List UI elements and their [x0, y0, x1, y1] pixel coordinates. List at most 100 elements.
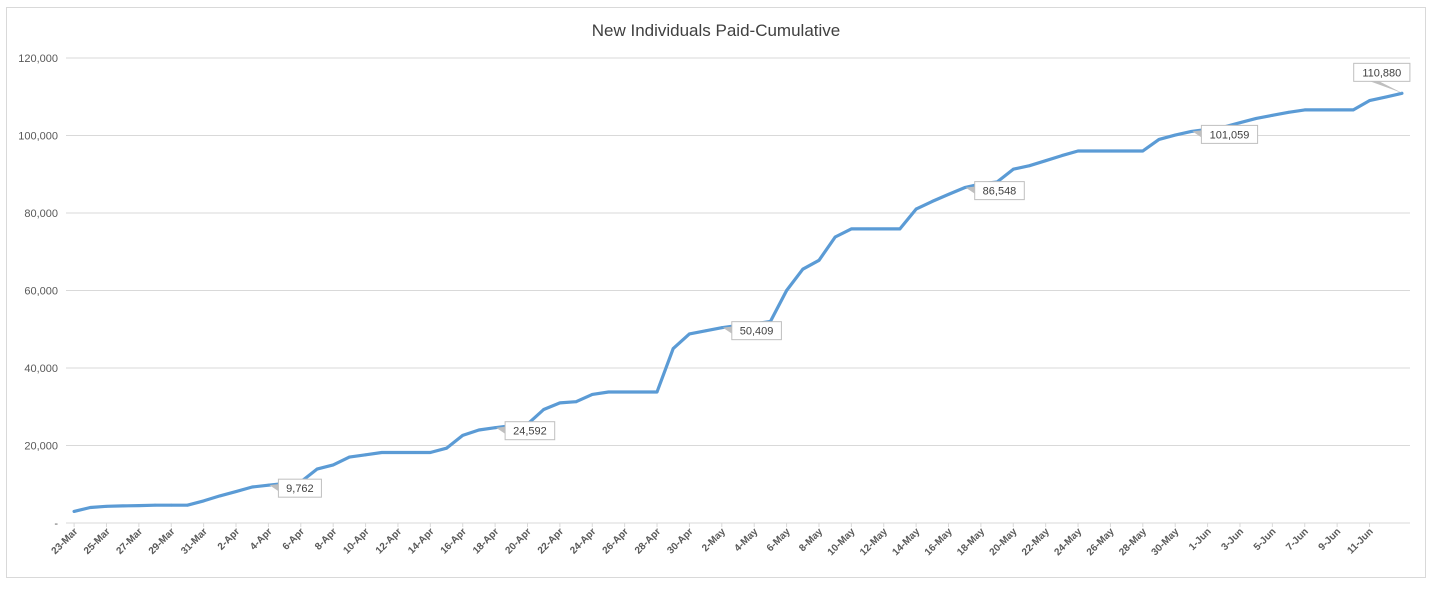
- x-tick-label: 4-Apr: [248, 526, 274, 552]
- x-tick-label: 24-Apr: [568, 526, 598, 556]
- data-point: [930, 199, 934, 203]
- data-labels: 9,762 24,592 50,409 86,548 101,059 110,880: [269, 62, 1411, 498]
- data-point: [947, 193, 950, 196]
- data-point: [1335, 108, 1339, 112]
- x-tick-label: 16-May: [923, 526, 955, 558]
- data-point: [88, 506, 92, 509]
- data-point: [1109, 149, 1112, 153]
- data-label-pointer: [269, 484, 279, 492]
- x-tick-label: 18-Apr: [471, 526, 501, 556]
- data-point: [445, 446, 448, 450]
- x-tick-label: 18-May: [955, 526, 987, 558]
- data-label-pointer: [1192, 130, 1202, 138]
- data-label-box: [277, 478, 322, 498]
- x-tick-label: 20-Apr: [503, 526, 533, 556]
- data-label: 110,880: [1353, 62, 1411, 94]
- x-tick-label: 28-May: [1117, 526, 1149, 558]
- data-point: [1044, 159, 1048, 163]
- x-tick-label: 26-Apr: [601, 526, 631, 556]
- data-label-box: [1353, 62, 1411, 82]
- data-point: [477, 428, 481, 432]
- x-tick-label: 12-May: [858, 526, 890, 558]
- data-point: [655, 390, 659, 394]
- data-point: [1254, 117, 1258, 120]
- data-point: [121, 504, 125, 508]
- x-tick-label: 31-Mar: [179, 526, 210, 557]
- y-tick-label: 120,000: [18, 53, 58, 65]
- data-point: [218, 494, 222, 498]
- data-point: [1189, 129, 1193, 133]
- data-point: [671, 347, 675, 351]
- data-point: [607, 390, 610, 394]
- y-tick-label: -: [54, 518, 58, 530]
- data-point: [1351, 108, 1355, 112]
- x-tick-label: 10-May: [826, 526, 858, 558]
- x-tick-label: 23-Mar: [50, 526, 81, 557]
- data-point: [315, 467, 319, 471]
- chart-title: New Individuals Paid-Cumulative: [592, 21, 841, 40]
- chart-frame: [6, 7, 1426, 578]
- x-tick-label: 4-May: [732, 526, 760, 554]
- data-point: [1125, 149, 1129, 153]
- data-point: [849, 227, 853, 231]
- data-point: [1270, 113, 1274, 117]
- y-axis-ticks: - 20,000 40,000 60,000 80,000 100,000 120,000: [18, 53, 58, 530]
- data-label-pointer: [722, 326, 732, 334]
- x-tick-label: 1-Jun: [1187, 526, 1214, 553]
- series-layer: [72, 91, 1404, 513]
- data-point: [801, 267, 805, 271]
- data-point: [558, 401, 562, 405]
- y-tick-label: 40,000: [24, 363, 58, 375]
- data-point: [428, 451, 432, 454]
- x-tick-label: 2-May: [700, 526, 728, 554]
- x-tick-label: 5-Jun: [1252, 526, 1279, 553]
- data-label-pointer: [965, 186, 975, 194]
- data-point: [331, 463, 335, 467]
- x-tick-label: 22-Apr: [536, 526, 566, 556]
- data-point: [153, 503, 157, 507]
- x-tick-label: 14-May: [890, 526, 922, 558]
- x-tick-label: 8-Apr: [313, 526, 339, 552]
- data-label-text: 50,409: [740, 326, 774, 338]
- data-point: [137, 504, 141, 507]
- data-label-text: 101,059: [1210, 129, 1250, 141]
- data-point: [1173, 133, 1177, 137]
- data-label: 101,059: [1192, 124, 1259, 144]
- x-tick-label: 28-Apr: [633, 526, 663, 556]
- x-tick-label: 11-Jun: [1345, 526, 1375, 556]
- data-label: 24,592: [496, 421, 556, 441]
- x-tick-label: 30-Apr: [665, 526, 695, 556]
- data-point: [704, 329, 708, 333]
- data-point: [493, 426, 497, 430]
- x-tick-label: 20-May: [988, 526, 1020, 558]
- data-point: [817, 258, 821, 262]
- data-label-box: [974, 181, 1025, 201]
- data-point: [688, 332, 691, 336]
- data-point: [720, 326, 724, 330]
- y-tick-label: 80,000: [24, 208, 58, 220]
- x-tick-label: 16-Apr: [439, 526, 469, 556]
- data-point: [1141, 149, 1145, 153]
- data-point: [1303, 108, 1307, 112]
- data-label-box: [1200, 124, 1259, 144]
- data-point: [1287, 110, 1290, 114]
- data-point: [833, 235, 837, 239]
- x-axis-ticks: 23-Mar 25-Mar 27-Mar 29-Mar 31-Mar 2-Apr 4-Apr…: [50, 523, 1376, 558]
- data-point: [1060, 154, 1064, 158]
- data-point: [914, 207, 918, 211]
- data-label: 9,762: [269, 478, 322, 498]
- data-point: [1076, 149, 1080, 153]
- x-tick-label: 2-Apr: [216, 526, 242, 552]
- x-tick-label: 29-Mar: [147, 526, 178, 557]
- data-point: [898, 227, 902, 231]
- data-label-text: 9,762: [286, 483, 314, 495]
- y-tick-label: 60,000: [24, 286, 58, 298]
- x-tick-label: 14-Apr: [406, 526, 436, 556]
- x-tick-label: 7-Jun: [1284, 526, 1311, 553]
- data-label-box: [504, 421, 556, 441]
- data-point: [1368, 99, 1371, 103]
- data-label-text: 86,548: [983, 186, 1017, 198]
- x-tick-label: 26-May: [1085, 526, 1117, 558]
- data-point: [1319, 108, 1323, 112]
